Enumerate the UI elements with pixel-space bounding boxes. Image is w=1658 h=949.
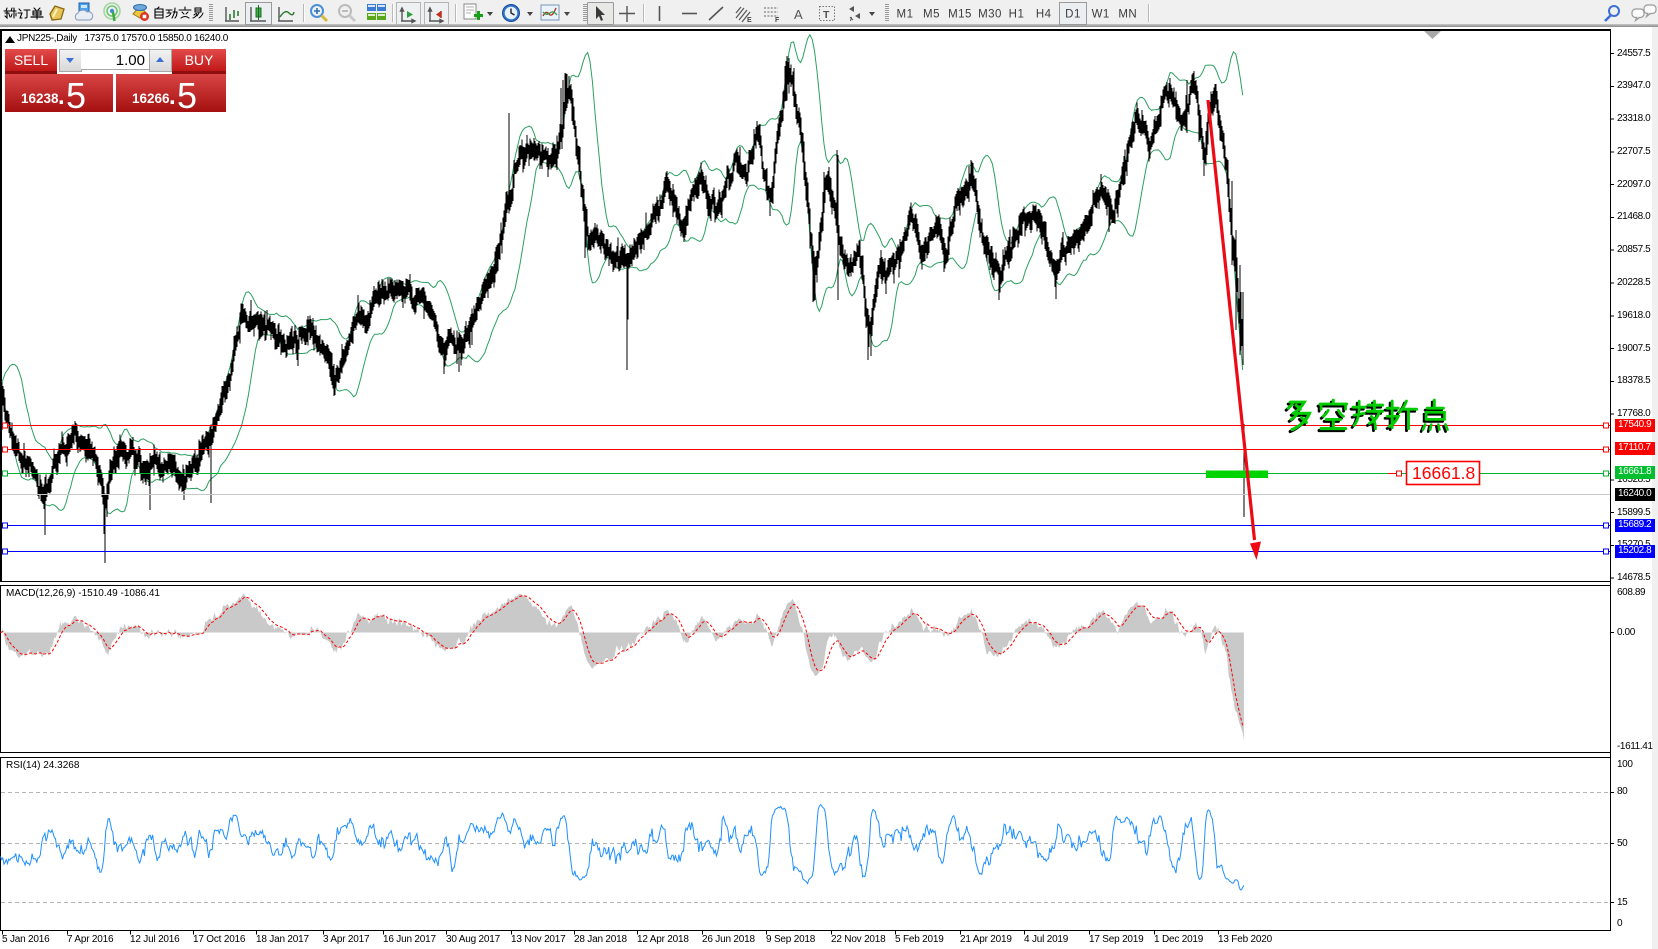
svg-text:H1: H1 xyxy=(1009,9,1025,21)
svg-text:M30: M30 xyxy=(978,9,1002,21)
svg-text:H4: H4 xyxy=(1036,9,1052,21)
svg-text:W1: W1 xyxy=(1092,9,1110,21)
svg-text:A: A xyxy=(794,7,803,22)
svg-text:T: T xyxy=(823,9,830,21)
svg-text:MN: MN xyxy=(1118,9,1137,21)
svg-text:E: E xyxy=(747,17,752,24)
svg-text:F: F xyxy=(775,17,780,24)
svg-text:M1: M1 xyxy=(897,9,914,21)
svg-text:D1: D1 xyxy=(1065,9,1081,21)
svg-text:M5: M5 xyxy=(923,9,940,21)
svg-text:16661.8: 16661.8 xyxy=(1412,463,1475,483)
svg-text:M15: M15 xyxy=(948,9,972,21)
